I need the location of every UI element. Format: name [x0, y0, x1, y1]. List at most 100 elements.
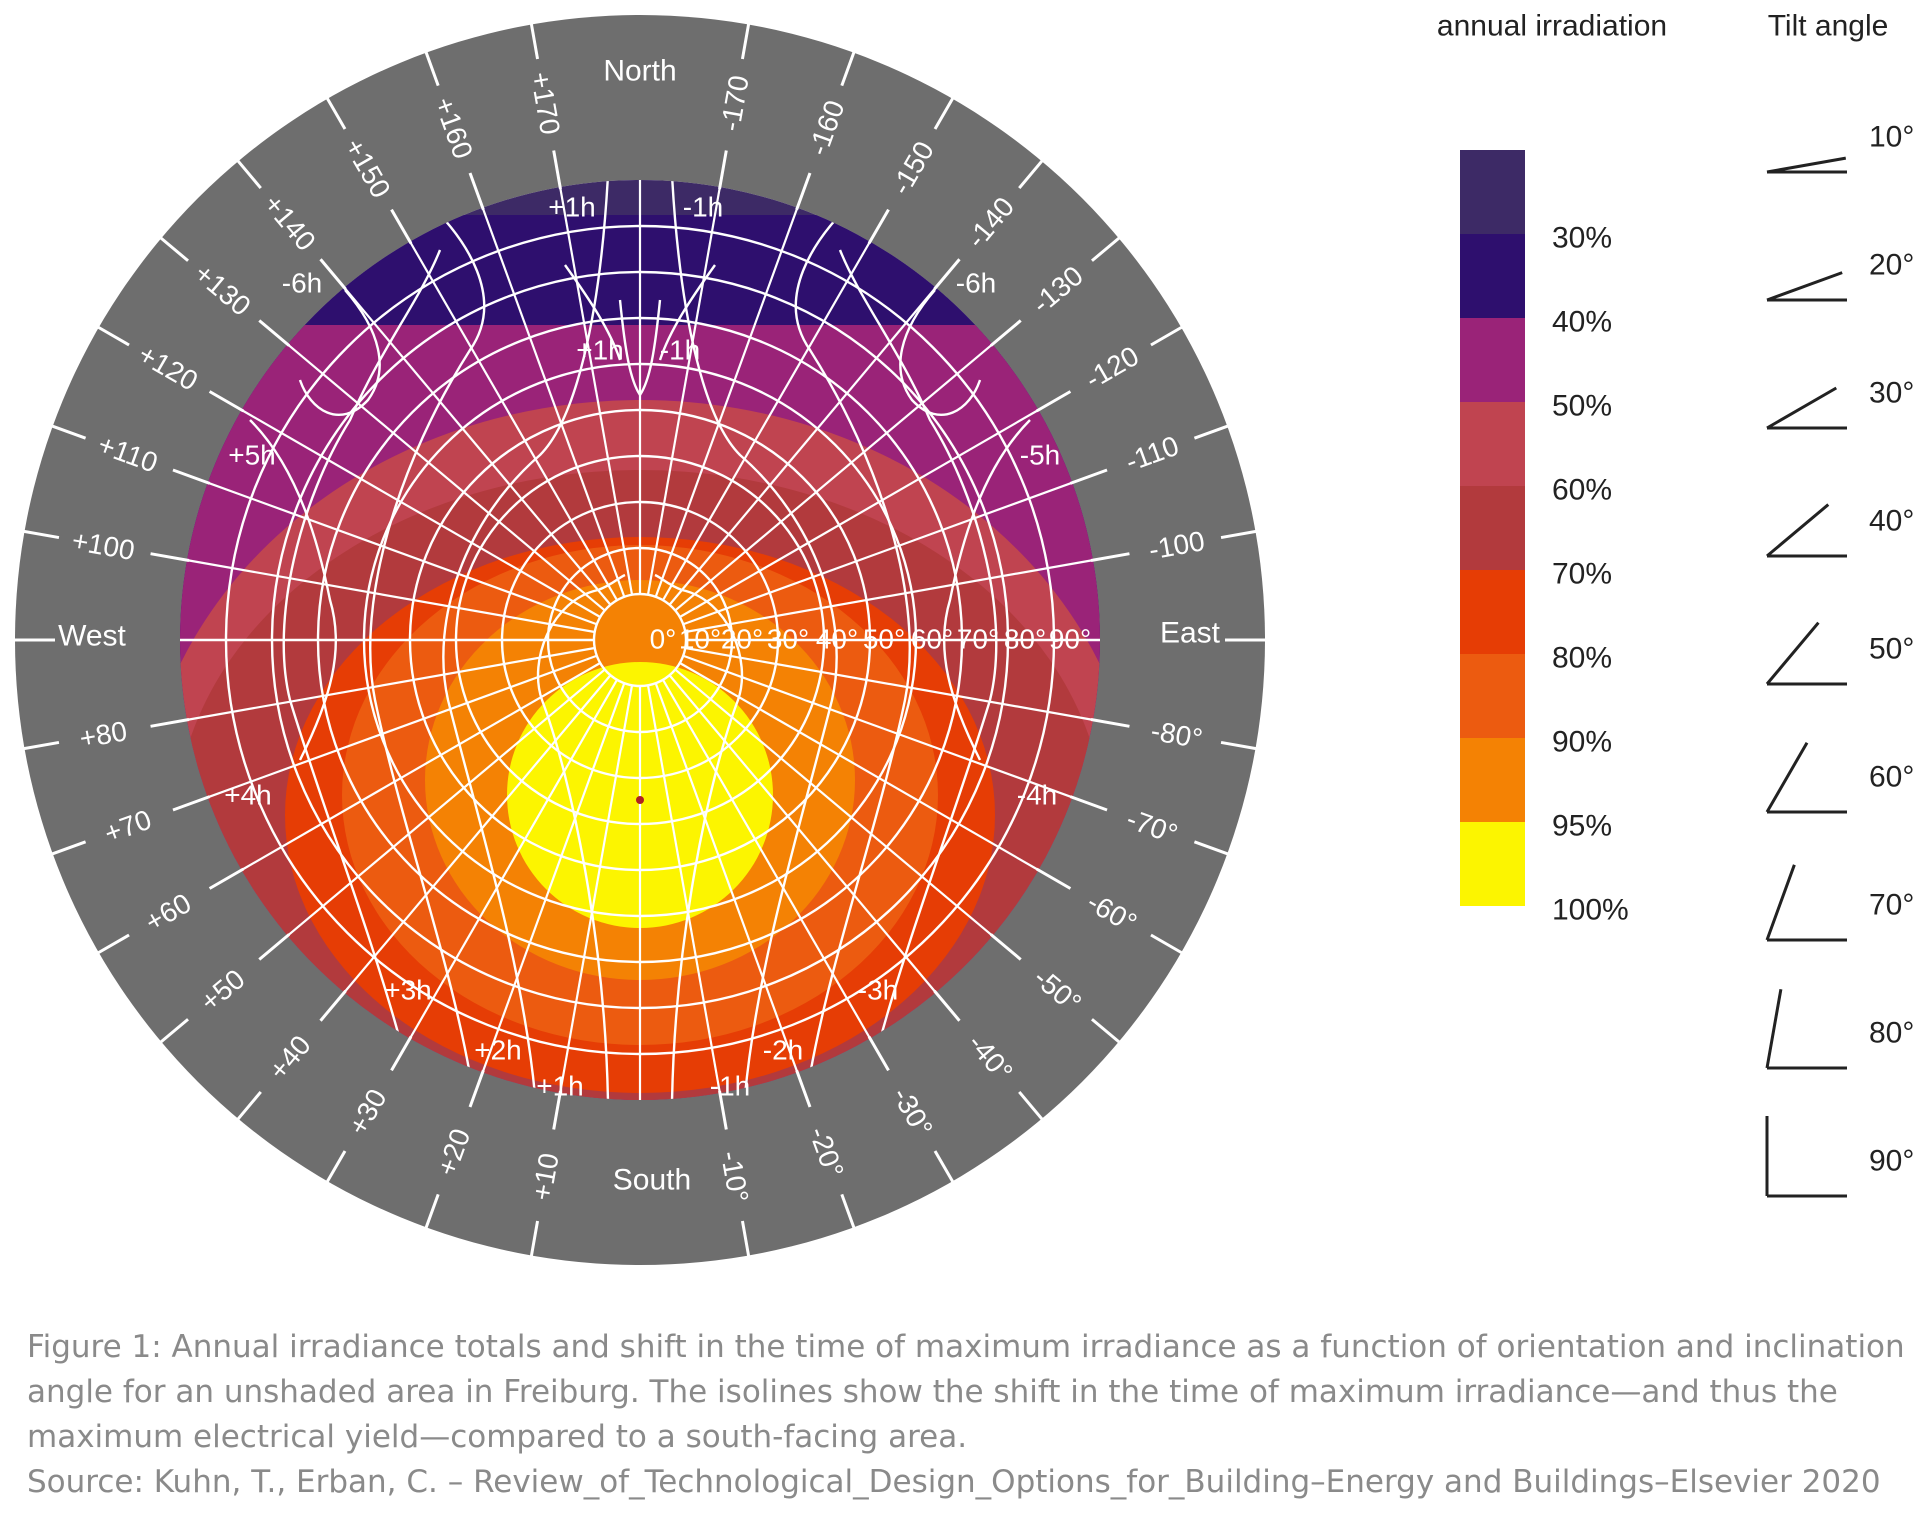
azimuth-spoke-20	[654, 682, 799, 1073]
tilt-label-9: 90°	[1049, 624, 1091, 655]
time-shift-isoline-3	[670, 180, 838, 1096]
ring-tick-120	[1035, 390, 1072, 413]
time-shift-isoline-4	[369, 194, 486, 1076]
ring-tick-outer-30	[933, 1150, 955, 1184]
legend-swatch-7	[1460, 738, 1525, 822]
legend-level-0: 30%	[1552, 222, 1612, 255]
azimuth-spoke-280	[186, 646, 595, 721]
azimuth-spoke-10	[646, 685, 721, 1094]
ring-tick-outer-70	[1193, 840, 1230, 856]
ring-tick-outer-170	[740, 22, 751, 60]
azimuth-spoke-100	[685, 559, 1094, 634]
ring-tick-outer-320	[235, 1091, 262, 1122]
time-shift-label-14: +1h	[536, 1071, 584, 1102]
azimuth-spoke-240	[241, 409, 601, 618]
legend-title: annual irradiation	[1437, 10, 1667, 43]
time-shift-isoline-14	[658, 264, 716, 361]
azimuth-spoke-190	[559, 186, 634, 595]
azimuth-spoke-310	[286, 668, 606, 937]
time-shift-isoline-11	[942, 419, 1031, 761]
ring-tick-outer-300	[96, 933, 130, 955]
time-shift-label-9: -4h	[1017, 780, 1057, 811]
time-shift-label-2: +1h	[576, 335, 624, 366]
ring-tick-outer-260	[22, 529, 60, 540]
ring-tick-outer-280	[22, 740, 60, 751]
ring-tick-220	[319, 258, 347, 291]
azimuth-spoke-150	[662, 241, 871, 601]
ring-tick-300	[208, 867, 245, 890]
ring-tick-60	[1035, 867, 1072, 890]
azimuth-spoke-200	[481, 207, 626, 598]
tilt-arm-60	[1765, 741, 1809, 813]
ring-tick-230	[258, 319, 291, 347]
azimuth-spoke-30	[662, 679, 871, 1039]
ring-tick-outer-160	[840, 50, 856, 87]
time-shift-label-8: +4h	[224, 780, 272, 811]
ring-tick-280	[150, 718, 190, 728]
ring-tick-70	[1069, 795, 1108, 812]
azimuth-spoke-320	[343, 674, 612, 994]
figure-caption: Figure 1: Annual irradiance totals and s…	[27, 1325, 1907, 1505]
azimuth-spoke-250	[207, 481, 598, 626]
legend-swatch-2	[1460, 318, 1525, 402]
tilt-legend-label-90: 90°	[1869, 1145, 1914, 1178]
time-shift-isoline-6	[282, 249, 442, 1041]
ring-tick-320	[319, 989, 347, 1022]
tilt-label-6: 60°	[911, 624, 953, 655]
ring-tick-outer-60	[1150, 933, 1184, 955]
time-shift-label-10: +3h	[384, 975, 432, 1006]
ring-tick-40	[933, 989, 961, 1022]
ring-tick-20	[795, 1069, 812, 1108]
caption-line-1: Figure 1: Annual irradiance totals and s…	[27, 1329, 1905, 1365]
azimuth-spoke-120	[679, 409, 1039, 618]
legend-swatch-4	[1460, 486, 1525, 570]
ring-tick-200	[468, 172, 485, 211]
ring-tick-outer-140	[1018, 158, 1045, 189]
azimuth-spoke-50	[674, 668, 994, 937]
caption-source: Source: Kuhn, T., Erban, C. – Review_of_…	[27, 1464, 1881, 1500]
tilt-legend-label-30: 30°	[1869, 377, 1914, 410]
tilt-arm-20	[1766, 271, 1843, 302]
ring-tick-outer-230	[158, 235, 189, 262]
legend-swatch-0	[1460, 150, 1525, 234]
ring-tick-130	[989, 319, 1022, 347]
ring-tick-outer-290	[50, 840, 87, 856]
time-shift-isoline-5	[794, 194, 911, 1076]
legend-swatch-1	[1460, 234, 1525, 318]
ring-tick-240	[208, 390, 245, 413]
azimuth-spoke-70	[682, 654, 1073, 799]
time-shift-isoline-8	[298, 289, 381, 417]
ring-tick-30	[867, 1035, 890, 1072]
ring-tick-outer-240	[96, 325, 130, 347]
azimuth-spoke-340	[481, 682, 626, 1073]
legend-swatch-5	[1460, 570, 1525, 654]
ring-tick-outer-350	[529, 1220, 540, 1258]
tilt-arm-30	[1766, 386, 1838, 430]
ring-tick-outer-190	[529, 22, 540, 60]
ring-tick-outer-310	[158, 1018, 189, 1045]
ring-tick-150	[867, 208, 890, 245]
azimuth-spoke-290	[207, 654, 598, 799]
ring-tick-outer-210	[325, 96, 347, 130]
azimuth-spoke-110	[682, 481, 1073, 626]
time-shift-isoline-9	[899, 289, 982, 417]
ring-tick-outer-150	[933, 96, 955, 130]
ring-tick-outer-200	[424, 50, 440, 87]
tilt-arm-40	[1766, 503, 1830, 558]
time-shift-label-13: -2h	[763, 1035, 803, 1066]
time-shift-label-0: +1h	[548, 192, 596, 223]
legend-level-5: 80%	[1552, 642, 1612, 675]
tilt-legend-title: Tilt angle	[1768, 10, 1889, 43]
compass-north: North	[603, 55, 676, 88]
azimuth-spoke-130	[674, 343, 994, 612]
ring-tick-outer-20	[840, 1193, 856, 1230]
tilt-legend-label-80: 80°	[1869, 1017, 1914, 1050]
time-shift-isoline-1	[654, 573, 744, 1100]
tilt-label-7: 70°	[957, 624, 999, 655]
legend-level-2: 50%	[1552, 390, 1612, 423]
ring-tick-outer-80	[1220, 740, 1258, 751]
tilt-label-4: 40°	[816, 624, 858, 655]
ring-tick-10	[718, 1090, 728, 1130]
ring-tick-330	[390, 1035, 413, 1072]
ring-tick-50	[989, 933, 1022, 961]
